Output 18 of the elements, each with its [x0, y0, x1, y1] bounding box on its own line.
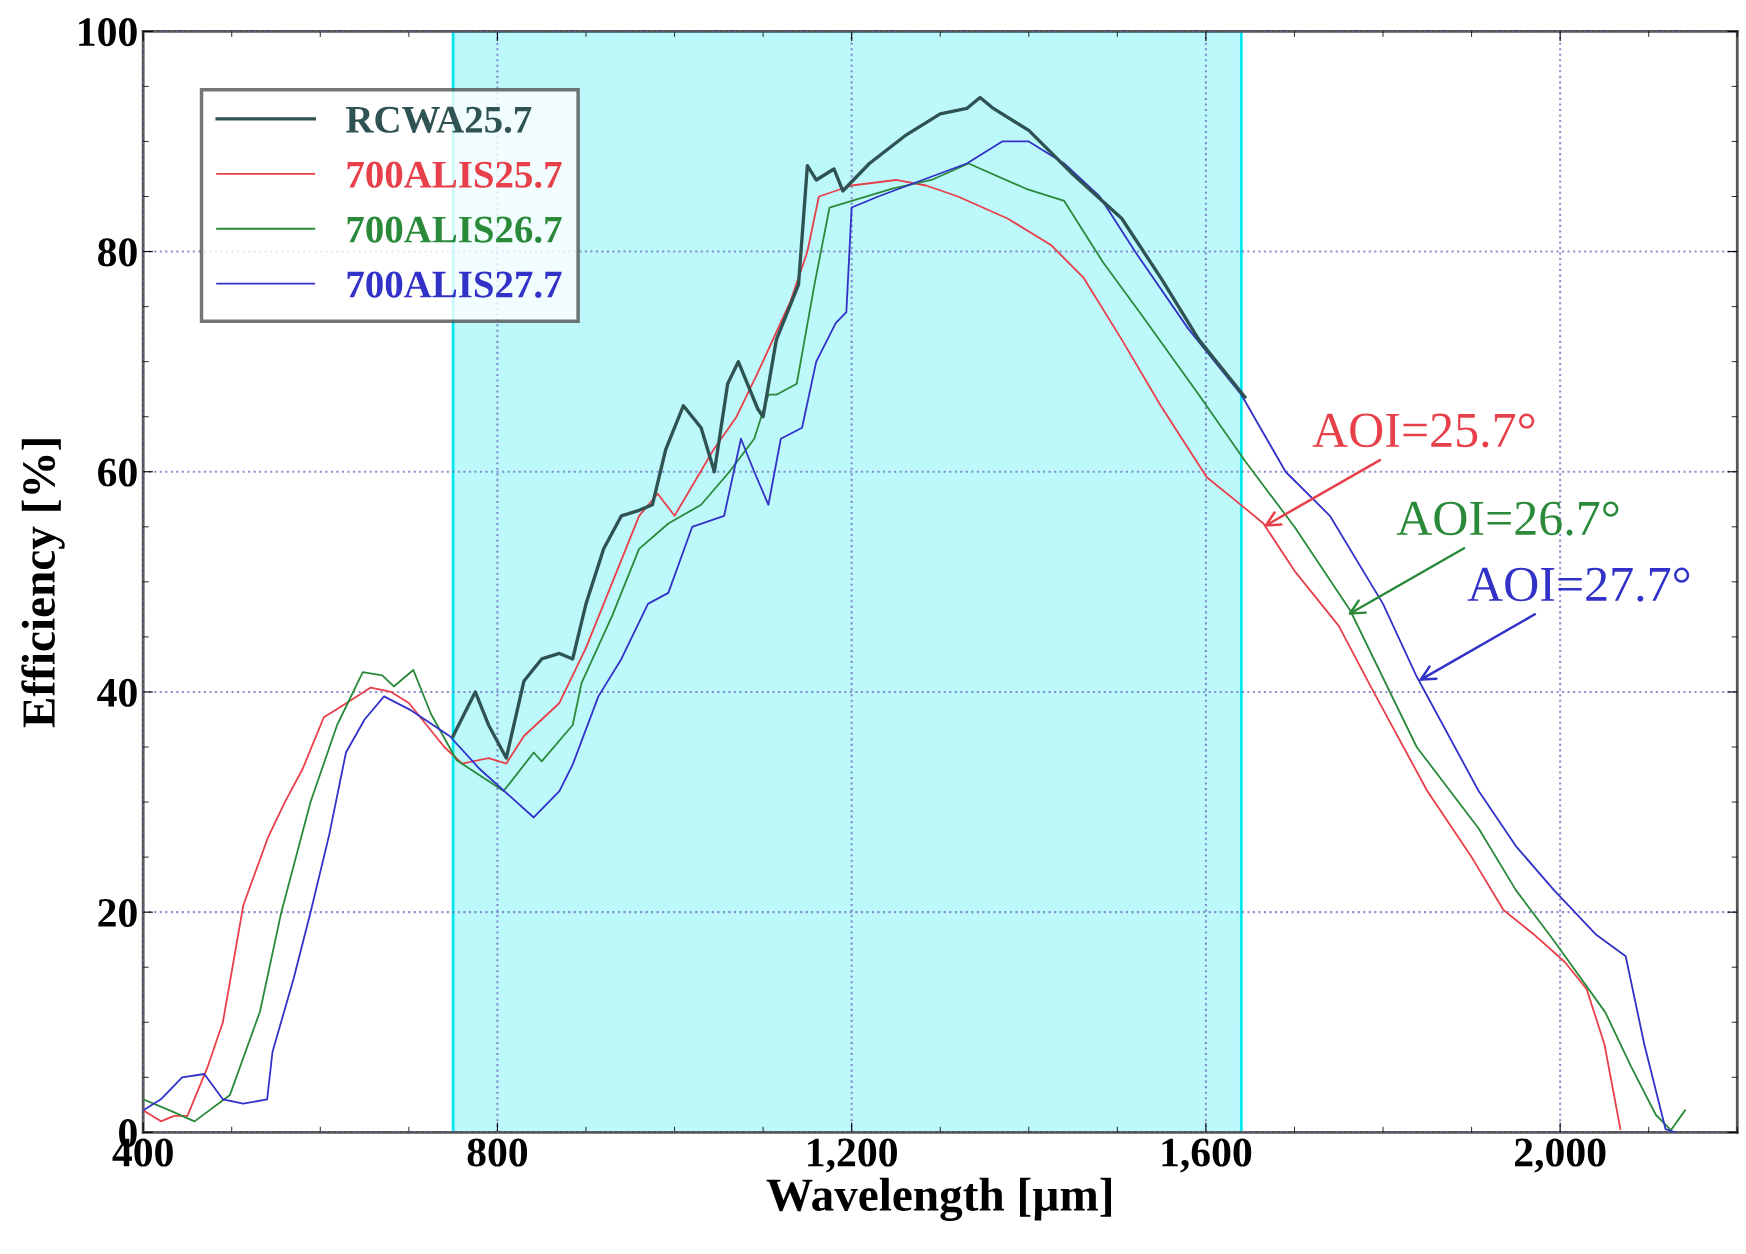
x-tick-label: 1,200 — [808, 1138, 897, 1173]
annotation: AOI=27.7° — [1467, 567, 1690, 602]
y-tick-label: 80 — [98, 238, 137, 267]
annotation: AOI=25.7° — [1312, 413, 1535, 448]
legend-label: 700ALIS25.7 — [347, 161, 562, 188]
x-tick-label: 800 — [467, 1138, 528, 1167]
y-tick-label: 20 — [98, 898, 137, 928]
legend-label: 700ALIS27.7 — [347, 271, 562, 298]
x-axis-title: Wavelength [µm] — [766, 1177, 1111, 1221]
y-tick-label: 40 — [97, 678, 137, 707]
annotation: AOI=26.7° — [1396, 501, 1619, 536]
legend-label: 700ALIS26.7 — [347, 216, 562, 243]
y-axis-title: Efficiency [%] — [21, 439, 65, 728]
y-tick-label: 100 — [79, 18, 137, 47]
legend-label: RCWA25.7 — [346, 106, 532, 134]
x-tick-label: 1,600 — [1162, 1138, 1252, 1173]
x-tick-label: 2,000 — [1515, 1138, 1606, 1173]
y-tick-label: 60 — [98, 458, 137, 487]
